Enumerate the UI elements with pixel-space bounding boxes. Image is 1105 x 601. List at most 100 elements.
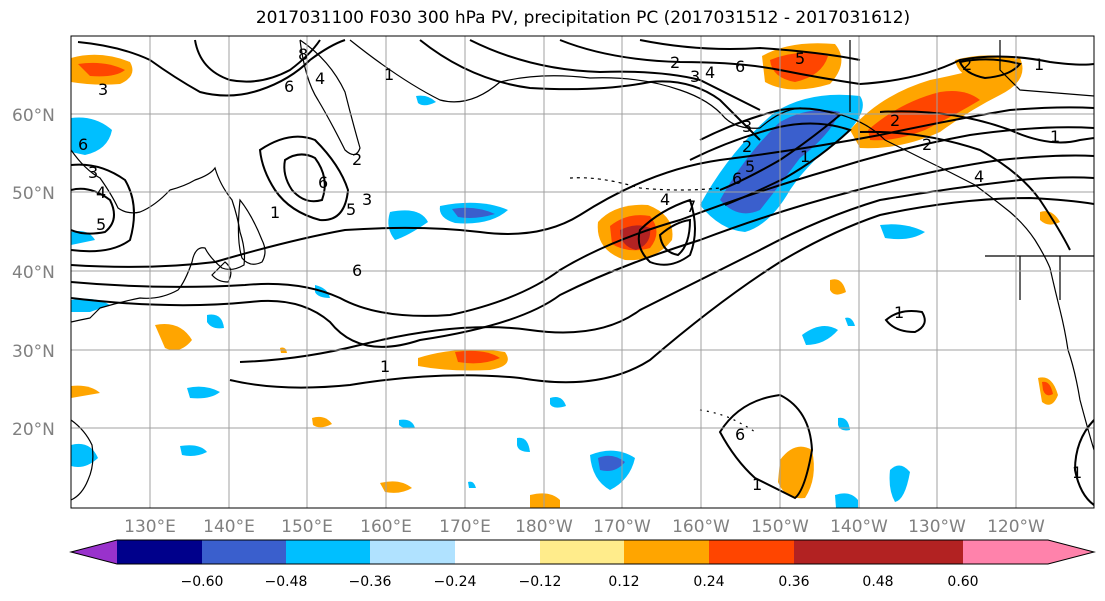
contour-label: 6 (284, 77, 294, 96)
colorbar-segment (540, 540, 625, 564)
precip-positive-core (78, 62, 125, 77)
colorbar-tick-label: −0.24 (434, 574, 477, 590)
pv-contour-line (71, 106, 1094, 268)
contour-label: 7 (686, 197, 696, 216)
pv-contour-line (884, 310, 926, 334)
contour-label: 4 (96, 183, 106, 202)
contour-label: 6 (735, 57, 745, 76)
pv-contour-line (71, 154, 1094, 348)
colorbar-tick-label: −0.48 (265, 574, 308, 590)
precip-negative-blob (399, 419, 415, 429)
colorbar-segment (709, 540, 794, 564)
lon-label: 130°E (124, 517, 176, 537)
plot-frame (70, 35, 1095, 509)
precip-negative-blob (416, 95, 436, 106)
pv-contour-line (71, 163, 135, 253)
colorbar-segment (455, 540, 540, 564)
contour-label: 2 (670, 53, 680, 72)
contour-label: 5 (795, 49, 805, 68)
contour-label: 4 (660, 190, 670, 209)
contour-label: 4 (974, 167, 984, 186)
contour-label: 6 (732, 169, 742, 188)
colorbar-tick-label: 0.12 (608, 574, 639, 590)
philippines-coastline (71, 419, 94, 501)
contour-label: 1 (1050, 127, 1060, 146)
lon-label: 170°E (439, 517, 491, 537)
longitude-labels: 130°E 140°E 150°E 160°E 170°E 180°W 170°… (124, 517, 1045, 537)
kamchatka-coastline (299, 39, 361, 156)
chart-title: 2017031100 F030 300 hPa PV, precipitatio… (255, 8, 911, 28)
pv-contour-line (859, 130, 1071, 251)
precip-negative-blob (180, 445, 207, 456)
pv-contour-line (1073, 419, 1094, 506)
pv-contour-line (239, 176, 1094, 363)
precip-negative-blob (388, 210, 428, 240)
colorbar-segment (878, 540, 963, 564)
precip-negative-blob (550, 397, 566, 408)
precip-positive-core (455, 350, 500, 364)
contour-label: 1 (1034, 55, 1044, 74)
contour-label: 3 (88, 163, 98, 182)
contour-label: 1 (380, 357, 390, 376)
precip-positive-blob (71, 385, 100, 398)
pv-contour-line (958, 58, 1022, 80)
precip-positive-core (1042, 381, 1053, 396)
colorbar-tick-label: 0.36 (778, 574, 809, 590)
contour-label: 1 (894, 303, 904, 322)
colorbar-segment (117, 540, 202, 564)
pv-contour-line (689, 122, 852, 206)
precip-positive-core (770, 52, 828, 82)
lon-label: 150°E (281, 517, 333, 537)
hawaii-islands (699, 409, 756, 433)
lat-label: 60°N (12, 106, 55, 126)
precip-negative-blob (835, 493, 858, 508)
pv-contour-line (71, 126, 1094, 317)
contour-label: 1 (800, 147, 810, 166)
precip-negative-blob (71, 117, 112, 155)
pv-contour-line (419, 39, 761, 141)
pv-contour-line (658, 218, 692, 257)
colorbar-tick-label: −0.60 (181, 574, 224, 590)
lon-label: 160°E (360, 517, 412, 537)
pv-contour-line (258, 135, 350, 222)
precip-positive-blob (312, 416, 332, 428)
contour-label: 5 (745, 157, 755, 176)
colorbar-segment (624, 540, 709, 564)
contour-label: 6 (78, 135, 88, 154)
contour-label: 3 (98, 80, 108, 99)
precip-positive-blob (530, 493, 560, 508)
pv-contour-line (699, 107, 843, 191)
contour-label: 5 (346, 200, 356, 219)
precip-negative-blob (802, 326, 838, 345)
pv-contours (71, 39, 1094, 506)
pv-contour-line (71, 187, 115, 235)
precip-positive-blob (155, 324, 192, 351)
contour-label: 5 (96, 215, 106, 234)
colorbar-extend-min (71, 540, 117, 564)
precip-negative-blob (187, 386, 220, 399)
colorbar-tick-label: −0.12 (519, 574, 562, 590)
colorbar-outline (69, 539, 1096, 565)
contour-label: 2 (890, 111, 900, 130)
colorbar-tick-label: 0.60 (947, 574, 978, 590)
lon-label: 160°W (672, 517, 730, 537)
contour-labels: 3 4 5 3 6 8 6 4 1 6 3 2 5 6 1 1 6 4 5 3 … (78, 45, 1082, 494)
contour-label: 1 (752, 475, 762, 494)
lon-label: 130°W (908, 517, 966, 537)
pv-contour-line (283, 153, 326, 203)
pv-contour-line (229, 196, 1094, 389)
precip-negative-blob (468, 481, 476, 488)
contour-label: 1 (270, 203, 280, 222)
gridlines (71, 36, 1094, 508)
precip-negative-core (452, 207, 495, 218)
colorbar-segment (370, 540, 455, 564)
precip-positive-core (868, 91, 980, 141)
pv-contour-line (718, 393, 814, 500)
lat-label: 40°N (12, 263, 55, 283)
pv-contour-line (879, 110, 1094, 144)
contour-label: 6 (735, 425, 745, 444)
colorbar-segment (794, 540, 879, 564)
lat-label: 20°N (12, 420, 55, 440)
contour-label: 3 (690, 67, 700, 86)
lon-label: 120°W (987, 517, 1045, 537)
